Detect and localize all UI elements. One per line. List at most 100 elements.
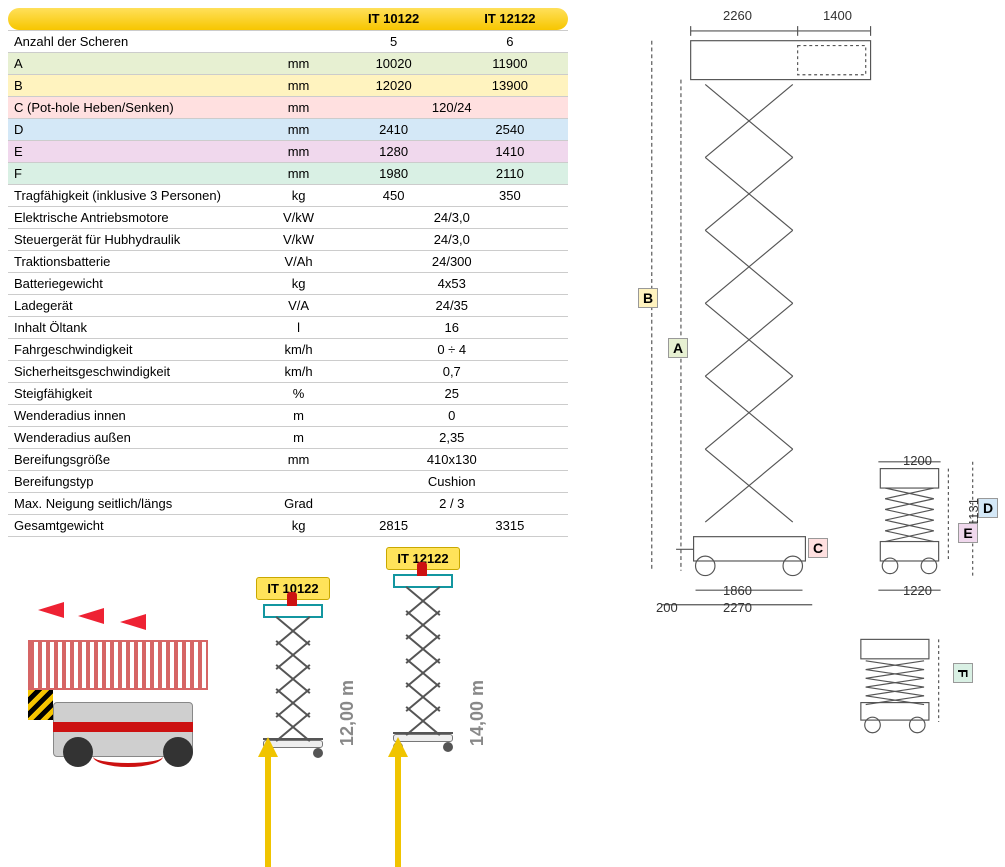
table-row: C (Pot-hole Heben/Senken)mm120/24 bbox=[8, 96, 568, 118]
height-label-2: 14,00 m bbox=[467, 680, 488, 746]
mini-platform bbox=[393, 574, 453, 588]
row-label: A bbox=[8, 52, 262, 74]
row-label: C (Pot-hole Heben/Senken) bbox=[8, 96, 262, 118]
mini-platform bbox=[263, 604, 323, 618]
mini-lift-2: IT 12122 14,00 m bbox=[368, 547, 478, 767]
row-unit: V/kW bbox=[262, 206, 336, 228]
row-label: B bbox=[8, 74, 262, 96]
spec-table: IT 10122 IT 12122 Anzahl der Scheren 56 Am… bbox=[8, 8, 568, 537]
row-label: Bereifungsgröße bbox=[8, 448, 262, 470]
letter-badge-e: E bbox=[958, 523, 978, 543]
dim-extension-width: 1400 bbox=[823, 8, 852, 23]
table-row: Wenderadius außenm2,35 bbox=[8, 426, 568, 448]
header-empty-1 bbox=[8, 8, 262, 30]
table-row: Steuergerät für HubhydraulikV/kW24/3,0 bbox=[8, 228, 568, 250]
row-value-merged: 2,35 bbox=[336, 426, 568, 448]
row-value-1: 1280 bbox=[336, 140, 452, 162]
row-value-merged: 4x53 bbox=[336, 272, 568, 294]
table-row: Sicherheitsgeschwindigkeitkm/h0,7 bbox=[8, 360, 568, 382]
arrow-icon bbox=[78, 608, 104, 624]
hazard-pattern bbox=[28, 690, 53, 720]
row-label: Bereifungstyp bbox=[8, 470, 262, 492]
row-label: Inhalt Öltank bbox=[8, 316, 262, 338]
dim-base-inner: 1860 bbox=[723, 583, 752, 598]
row-unit: V/A bbox=[262, 294, 336, 316]
table-row: Gesamtgewichtkg28153315 bbox=[8, 514, 568, 536]
table-row: Fahrgeschwindigkeitkm/h0 ÷ 4 bbox=[8, 338, 568, 360]
person-icon bbox=[417, 562, 427, 576]
row-value-2: 11900 bbox=[452, 52, 568, 74]
row-label: D bbox=[8, 118, 262, 140]
row-value-2: 6 bbox=[452, 30, 568, 52]
row-value-1: 10020 bbox=[336, 52, 452, 74]
wheel-icon bbox=[163, 737, 193, 767]
row-unit: km/h bbox=[262, 360, 336, 382]
row-unit: m bbox=[262, 426, 336, 448]
row-unit: l bbox=[262, 316, 336, 338]
table-row: TraktionsbatterieV/Ah24/300 bbox=[8, 250, 568, 272]
row-unit: mm bbox=[262, 140, 336, 162]
table-row: Elektrische AntriebsmotoreV/kW24/3,0 bbox=[8, 206, 568, 228]
row-label: Fahrgeschwindigkeit bbox=[8, 338, 262, 360]
letter-badge-c: C bbox=[808, 538, 828, 558]
row-unit: mm bbox=[262, 162, 336, 184]
row-unit bbox=[262, 30, 336, 52]
row-value-2: 13900 bbox=[452, 74, 568, 96]
person-icon bbox=[287, 592, 297, 606]
row-label: Anzahl der Scheren bbox=[8, 30, 262, 52]
dim-side-base: 1220 bbox=[903, 583, 932, 598]
table-row: Max. Neigung seitlich/längsGrad2 / 3 bbox=[8, 492, 568, 514]
row-unit: kg bbox=[262, 184, 336, 206]
row-value-merged: 24/300 bbox=[336, 250, 568, 272]
height-label-1: 12,00 m bbox=[337, 680, 358, 746]
header-model-1: IT 10122 bbox=[336, 8, 452, 30]
row-value-merged: 16 bbox=[336, 316, 568, 338]
row-unit: V/kW bbox=[262, 228, 336, 250]
lift-photo bbox=[8, 602, 218, 767]
row-unit: mm bbox=[262, 96, 336, 118]
row-unit: % bbox=[262, 382, 336, 404]
arrow-icon bbox=[38, 602, 64, 618]
row-label: Traktionsbatterie bbox=[8, 250, 262, 272]
table-row: Fmm19802110 bbox=[8, 162, 568, 184]
row-value-merged: 120/24 bbox=[336, 96, 568, 118]
swing-arrow-icon bbox=[93, 749, 163, 767]
letter-badge-b: B bbox=[638, 288, 658, 308]
table-row: Bereifungsgrößemm410x130 bbox=[8, 448, 568, 470]
row-value-merged: Cushion bbox=[336, 470, 568, 492]
row-label: Tragfähigkeit (inklusive 3 Personen) bbox=[8, 184, 262, 206]
table-row: Batteriegewichtkg4x53 bbox=[8, 272, 568, 294]
table-row: Anzahl der Scheren 56 bbox=[8, 30, 568, 52]
header-empty-2 bbox=[262, 8, 336, 30]
row-label: Batteriegewicht bbox=[8, 272, 262, 294]
row-unit: kg bbox=[262, 514, 336, 536]
technical-drawing-main: 2260 1400 1200 1131 1860 2270 200 1220 A… bbox=[608, 8, 997, 618]
table-row: Wenderadius innenm0 bbox=[8, 404, 568, 426]
mini-lift-1: IT 10122 12,00 m bbox=[238, 577, 348, 767]
row-value-2: 2540 bbox=[452, 118, 568, 140]
up-arrow-icon bbox=[258, 737, 278, 757]
spec-table-header-row: IT 10122 IT 12122 bbox=[8, 8, 568, 30]
row-value-2: 1410 bbox=[452, 140, 568, 162]
wheel-icon bbox=[63, 737, 93, 767]
row-unit: Grad bbox=[262, 492, 336, 514]
lift-platform bbox=[28, 640, 208, 690]
row-value-merged: 24/3,0 bbox=[336, 228, 568, 250]
dim-side-width: 1200 bbox=[903, 453, 932, 468]
row-value-merged: 0 bbox=[336, 404, 568, 426]
row-label: F bbox=[8, 162, 262, 184]
row-label: Sicherheitsgeschwindigkeit bbox=[8, 360, 262, 382]
row-value-merged: 0 ÷ 4 bbox=[336, 338, 568, 360]
row-value-1: 2815 bbox=[336, 514, 452, 536]
row-value-2: 2110 bbox=[452, 162, 568, 184]
table-row: Inhalt Öltankl16 bbox=[8, 316, 568, 338]
letter-badge-a: A bbox=[668, 338, 688, 358]
row-unit bbox=[262, 470, 336, 492]
row-value-1: 5 bbox=[336, 30, 452, 52]
technical-drawing-collapsed: F bbox=[608, 628, 997, 748]
table-row: Bereifungstyp Cushion bbox=[8, 470, 568, 492]
table-row: Dmm24102540 bbox=[8, 118, 568, 140]
table-row: Bmm1202013900 bbox=[8, 74, 568, 96]
header-model-2: IT 12122 bbox=[452, 8, 568, 30]
table-row: LadegerätV/A24/35 bbox=[8, 294, 568, 316]
